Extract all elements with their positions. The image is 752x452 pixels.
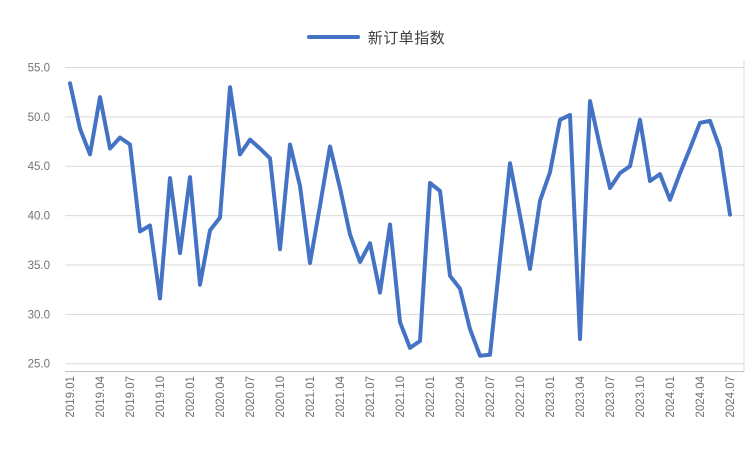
x-axis-tick-label: 2019.10 [155, 376, 167, 418]
x-axis-tick-label: 2021.04 [335, 375, 347, 417]
x-axis-tick-label: 2020.07 [245, 376, 257, 418]
x-axis-tick-label: 2021.10 [395, 376, 407, 418]
y-axis-tick-label: 25.0 [28, 359, 50, 371]
legend-line-swatch [306, 35, 360, 39]
y-axis-tick-label: 35.0 [28, 260, 50, 272]
x-axis-tick-label: 2022.04 [455, 375, 467, 417]
y-axis-tick-label: 50.0 [28, 112, 50, 124]
x-axis-tick-label: 2023.04 [575, 375, 587, 417]
x-axis-tick-label: 2023.01 [545, 376, 557, 418]
y-axis-tick-label: 30.0 [28, 309, 50, 321]
series-line-新订单指数 [68, 81, 732, 358]
y-axis-tick-label: 45.0 [28, 161, 50, 173]
legend-series-label: 新订单指数 [367, 29, 446, 47]
x-axis-tick-label: 2020.04 [215, 375, 227, 417]
x-axis-tick-label: 2020.01 [185, 376, 197, 418]
x-axis-tick-label: 2021.01 [305, 376, 317, 418]
x-axis-tick-label: 2022.07 [485, 376, 497, 418]
y-axis-tick-label: 40.0 [28, 211, 50, 223]
x-axis-tick-label: 2020.10 [275, 376, 287, 418]
x-axis-tick-label: 2021.07 [365, 376, 377, 418]
y-axis-tick-label: 55.0 [28, 63, 50, 75]
x-axis-tick-label: 2022.01 [425, 376, 437, 418]
x-axis-tick-label: 2019.04 [95, 375, 107, 417]
x-axis-tick-label: 2023.10 [635, 376, 647, 418]
x-axis-tick-label: 2024.01 [665, 376, 677, 418]
x-axis-tick-label: 2019.07 [125, 376, 137, 418]
x-axis-tick-label: 2023.07 [605, 376, 617, 418]
x-axis-tick-label: 2019.01 [65, 376, 77, 418]
x-axis-tick-label: 2022.10 [515, 376, 527, 418]
chart-legend: 新订单指数 [0, 27, 752, 47]
x-axis-tick-label: 2024.07 [725, 376, 737, 418]
x-axis-tick-label: 2024.04 [695, 375, 707, 417]
